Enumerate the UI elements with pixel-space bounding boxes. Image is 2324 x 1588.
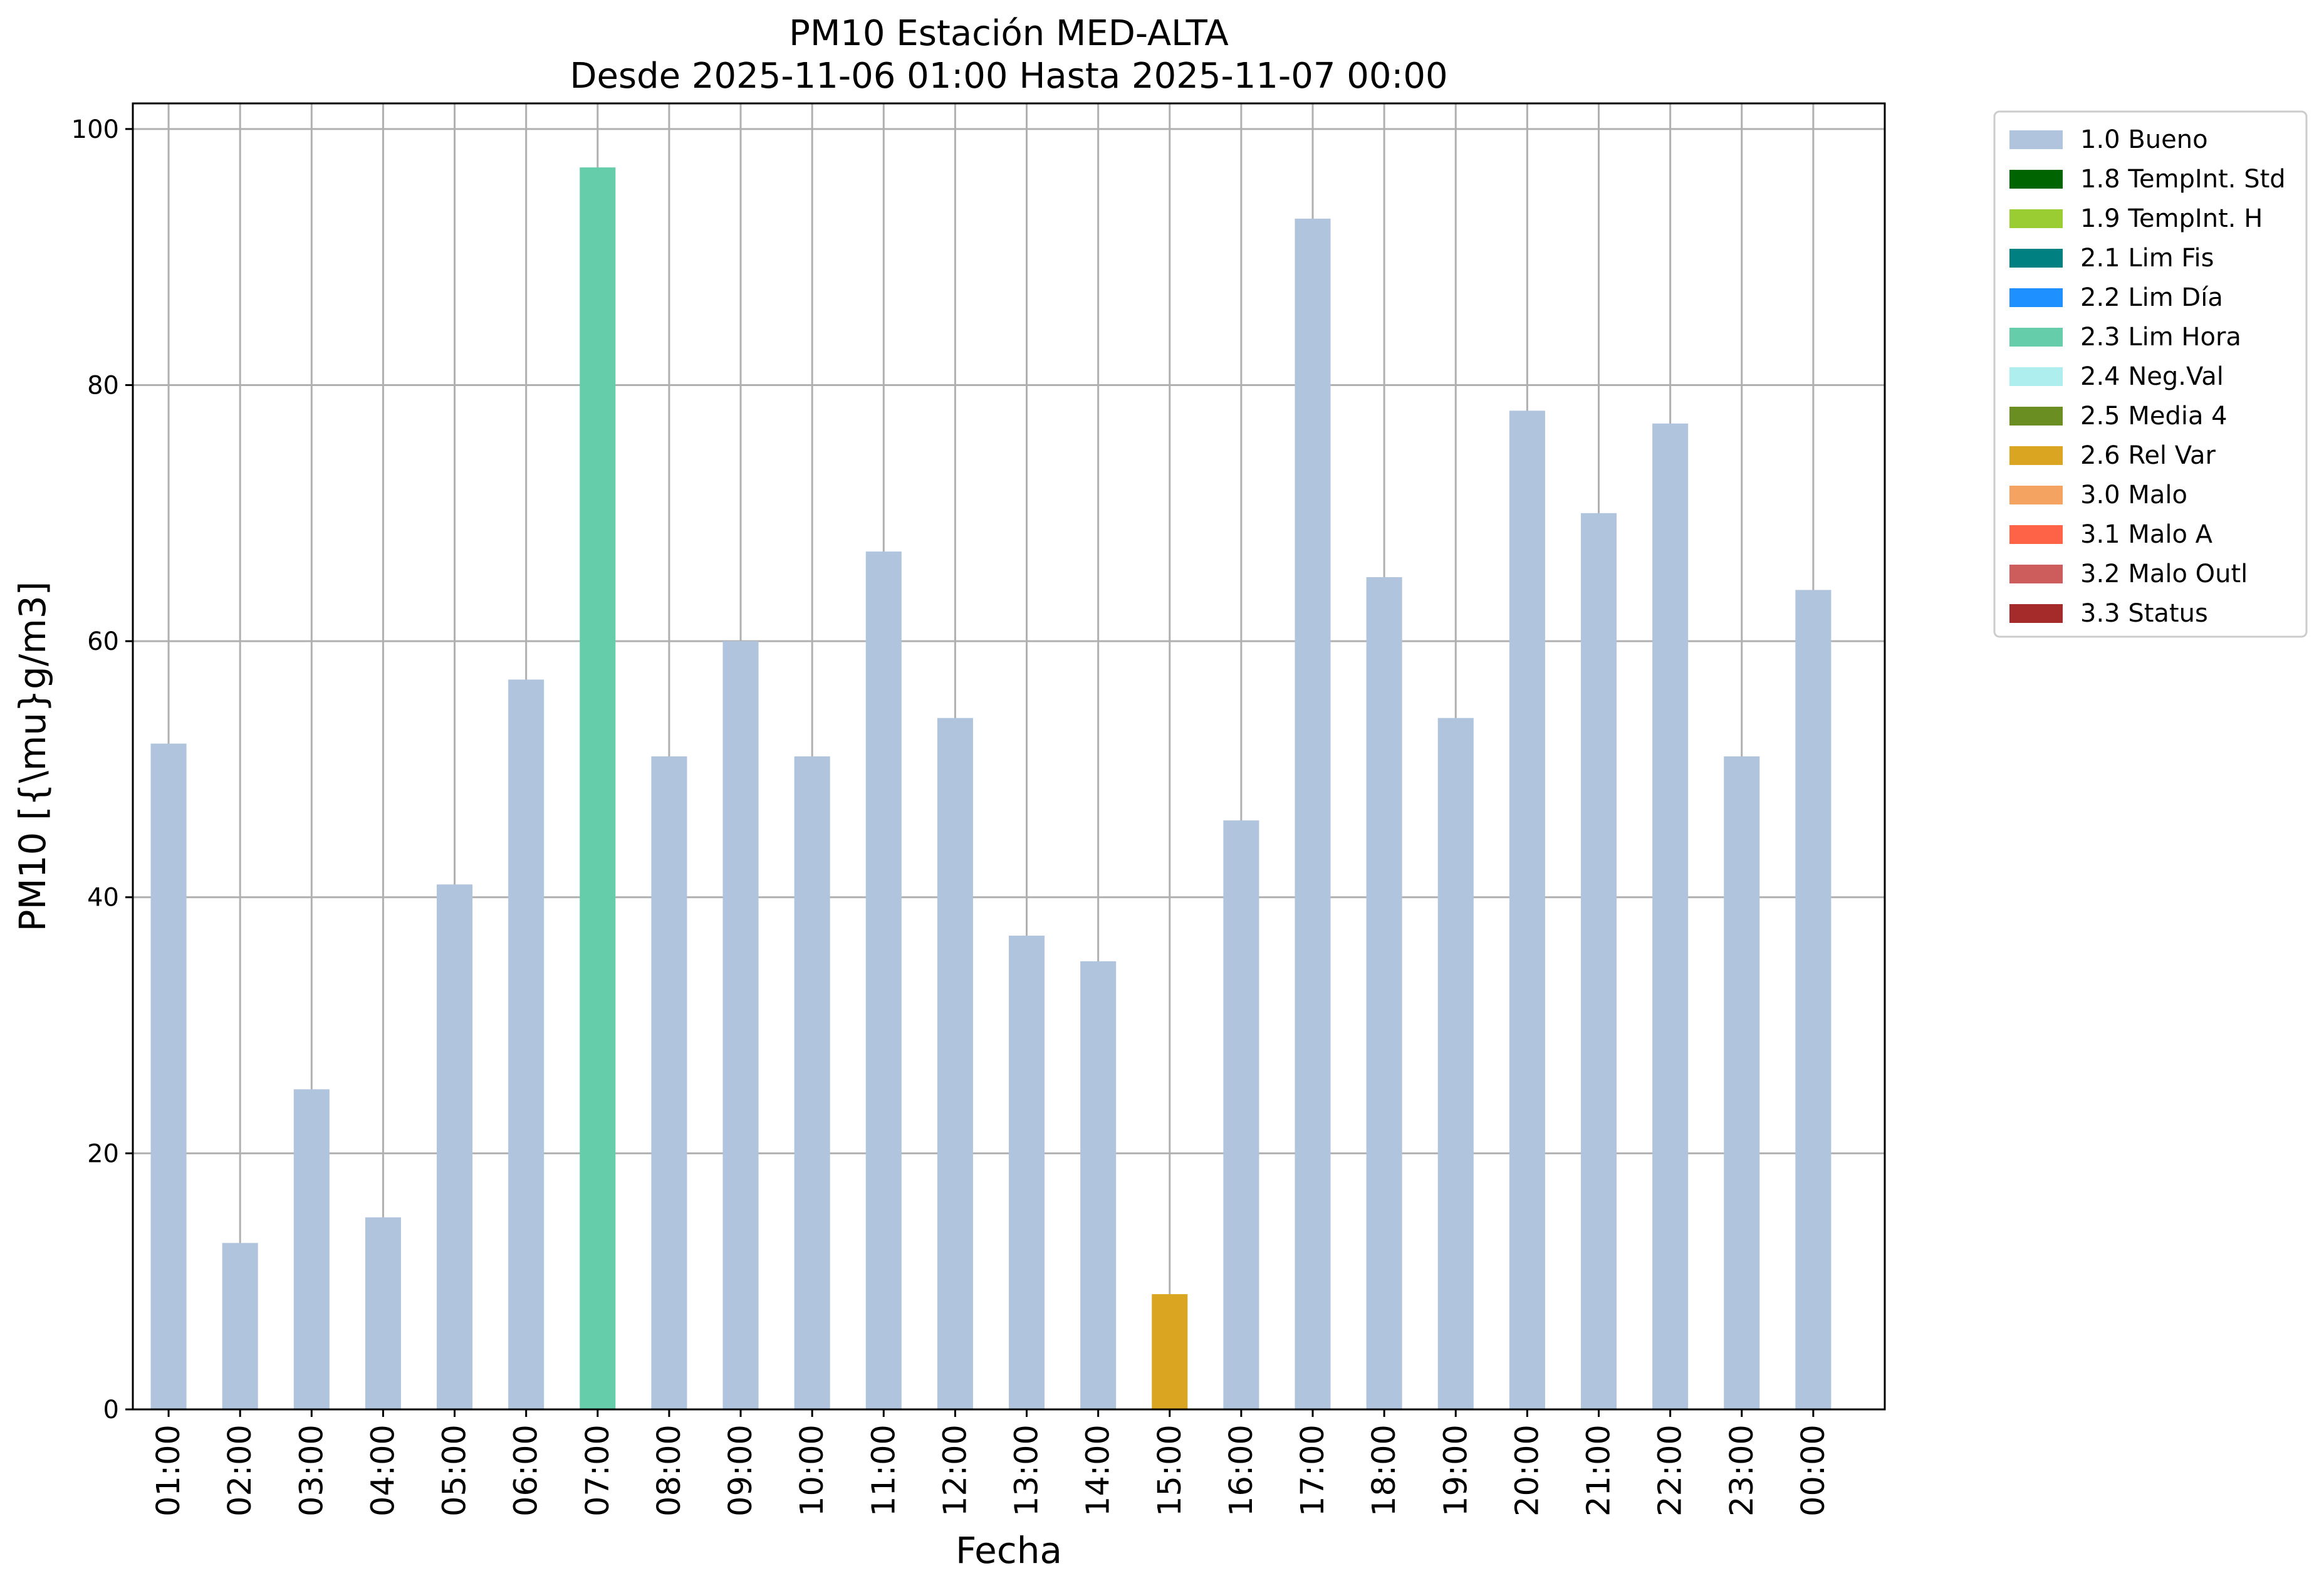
- x-tick-label: 07:00: [580, 1424, 617, 1517]
- legend-swatch: [2009, 565, 2063, 583]
- legend-box: [1993, 110, 2308, 638]
- y-tick-label: 100: [71, 115, 119, 144]
- y-tick-label: 20: [87, 1139, 119, 1168]
- bars: [150, 167, 1832, 1410]
- x-tick-label: 19:00: [1437, 1424, 1474, 1517]
- legend-entry: 1.0 Bueno: [2080, 125, 2208, 154]
- chart-title: PM10 Estación MED-ALTA: [789, 13, 1229, 54]
- legend-swatch: [2009, 604, 2063, 623]
- x-tick-label: 13:00: [1009, 1424, 1046, 1517]
- bar: [794, 756, 830, 1409]
- bar: [722, 641, 759, 1409]
- bar: [293, 1089, 330, 1409]
- chart-subtitle: Desde 2025-11-06 01:00 Hasta 2025-11-07 …: [570, 56, 1447, 97]
- bar: [1080, 961, 1117, 1409]
- legend-entry: 2.4 Neg.Val: [2080, 362, 2224, 391]
- x-tick-label: 03:00: [293, 1424, 330, 1517]
- legend-entry: 2.2 Lim Día: [2080, 283, 2223, 312]
- legend-entry: 2.6 Rel Var: [2080, 441, 2216, 470]
- legend-entry: 3.3 Status: [2080, 599, 2208, 628]
- legend-swatch: [2009, 288, 2063, 307]
- legend-entry: 3.0 Malo: [2080, 481, 2187, 509]
- bar: [1295, 218, 1331, 1410]
- bar: [365, 1217, 401, 1409]
- x-tick-label: 10:00: [794, 1424, 831, 1517]
- bar: [651, 756, 687, 1409]
- x-tick-label: 14:00: [1080, 1424, 1117, 1517]
- x-tick-label: 23:00: [1724, 1424, 1761, 1517]
- bar: [1724, 756, 1760, 1409]
- bar: [1152, 1294, 1188, 1409]
- legend-swatch: [2009, 249, 2063, 268]
- x-tick-label: 08:00: [651, 1424, 688, 1517]
- y-tick-label: 60: [87, 627, 119, 656]
- x-tick-label: 20:00: [1509, 1424, 1546, 1517]
- y-tick-label: 40: [87, 884, 119, 912]
- legend-entry: 2.5 Media 4: [2080, 402, 2228, 431]
- x-tick-label: 18:00: [1366, 1424, 1403, 1517]
- legend-entry: 1.9 TempInt. H: [2080, 204, 2263, 233]
- x-tick-label: 17:00: [1295, 1424, 1331, 1517]
- bar: [1437, 718, 1474, 1409]
- x-axis-label: Fecha: [956, 1529, 1062, 1572]
- legend-swatch: [2009, 446, 2063, 465]
- bar: [508, 679, 545, 1409]
- x-tick-label: 11:00: [865, 1424, 902, 1517]
- x-tick-label: 05:00: [437, 1424, 474, 1517]
- x-tick-label: 00:00: [1795, 1424, 1832, 1517]
- y-axis-ticks: 0 20 40 60 80 100: [71, 115, 133, 1424]
- bar: [1509, 410, 1545, 1409]
- legend: 1.0 Bueno 1.8 TempInt. Std 1.9 TempInt. H 2…: [1993, 110, 2308, 638]
- bar: [1223, 820, 1259, 1409]
- legend-entry: 2.3 Lim Hora: [2080, 323, 2241, 352]
- bar: [437, 884, 473, 1409]
- legend-swatch: [2009, 328, 2063, 347]
- x-tick-label: 12:00: [937, 1424, 974, 1517]
- bar: [1580, 513, 1617, 1409]
- bar: [1009, 936, 1045, 1409]
- y-axis-label: PM10 [{\mu}g/m3]: [11, 582, 54, 932]
- legend-swatch: [2009, 209, 2063, 228]
- bar: [222, 1243, 258, 1409]
- bar: [937, 718, 973, 1409]
- x-axis-ticks: 01:00 02:00 03:00 04:00 05:00 06:00 07:00 08:00…: [150, 1409, 1832, 1517]
- x-tick-label: 21:00: [1581, 1424, 1618, 1517]
- x-tick-label: 06:00: [508, 1424, 545, 1517]
- legend-swatch: [2009, 367, 2063, 386]
- bar: [1366, 577, 1402, 1410]
- legend-swatch: [2009, 525, 2063, 544]
- x-tick-label: 02:00: [222, 1424, 259, 1517]
- legend-entry: 2.1 Lim Fis: [2080, 244, 2214, 273]
- plot-frame: [132, 102, 1886, 1411]
- bar: [865, 551, 902, 1409]
- bar: [580, 167, 616, 1409]
- legend-swatch: [2009, 486, 2063, 504]
- y-tick-label: 80: [87, 371, 119, 400]
- legend-swatch: [2009, 130, 2063, 149]
- x-tick-label: 09:00: [722, 1424, 759, 1517]
- x-tick-label: 16:00: [1223, 1424, 1260, 1517]
- legend-entry: 3.1 Malo A: [2080, 520, 2213, 549]
- bar: [1652, 423, 1689, 1409]
- x-tick-label: 15:00: [1152, 1424, 1189, 1517]
- x-tick-label: 01:00: [150, 1424, 187, 1517]
- x-tick-label: 22:00: [1652, 1424, 1689, 1517]
- legend-entry: 3.2 Malo Outl: [2080, 560, 2248, 588]
- legend-swatch: [2009, 407, 2063, 426]
- x-tick-label: 04:00: [365, 1424, 402, 1517]
- legend-swatch: [2009, 170, 2063, 189]
- bar: [150, 743, 187, 1409]
- legend-entry: 1.8 TempInt. Std: [2080, 165, 2286, 194]
- bar: [1795, 590, 1832, 1410]
- y-tick-label: 0: [103, 1396, 119, 1424]
